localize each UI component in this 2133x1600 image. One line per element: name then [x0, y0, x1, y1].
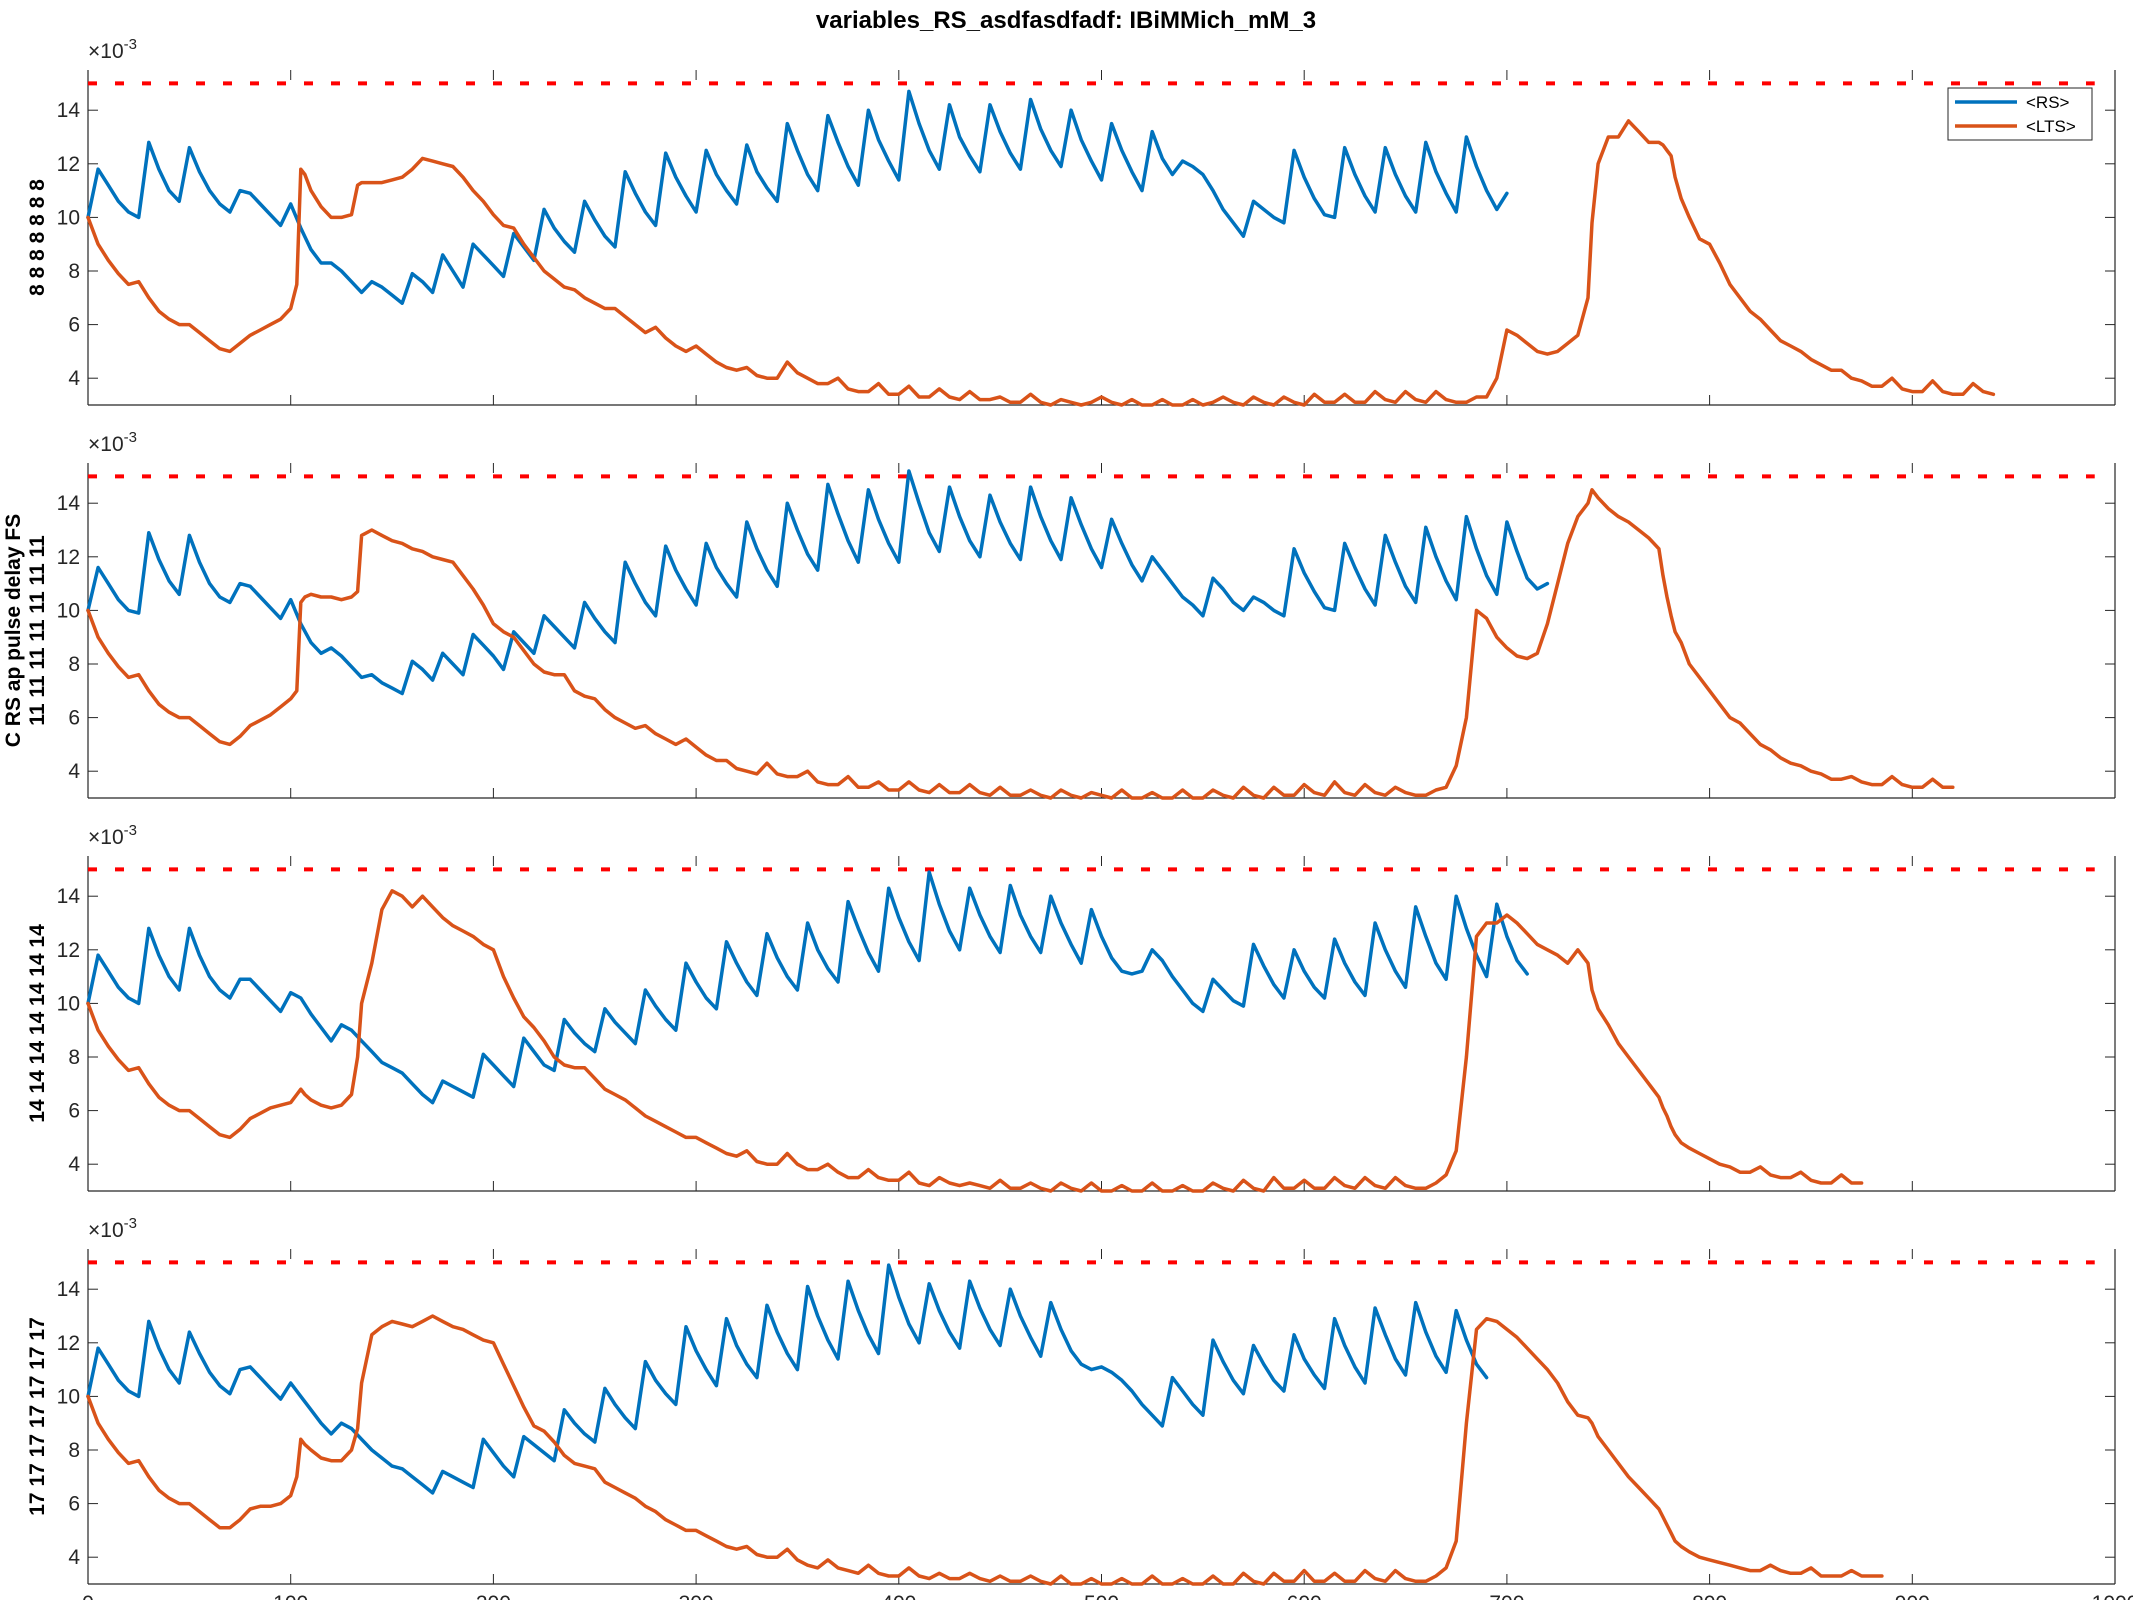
y-exponent-power: -3 — [124, 429, 137, 446]
subplot-group: 4 6 8 10 12 14 ×10-3 8 8 8 8 8 8 8 4 6 8 10 12 14 ×10-… — [2, 36, 2133, 1600]
y-exponent-power: -3 — [124, 822, 137, 839]
y-axis-label: 8 8 8 8 8 8 8 — [26, 179, 49, 296]
x-tick-label: 300 — [679, 1592, 714, 1600]
y-tick-label: 14 — [57, 885, 81, 908]
series-line-lts — [86, 119, 1996, 407]
x-tick-label: 1000 — [2092, 1592, 2133, 1600]
series-line-lts — [86, 488, 1955, 800]
y-tick-label: 12 — [57, 546, 80, 569]
y-tick-label: 10 — [57, 1385, 80, 1408]
plot-area — [88, 70, 2115, 405]
y-tick-label: 4 — [68, 1153, 80, 1176]
x-tick-label: 200 — [476, 1592, 511, 1600]
y-tick-label: 6 — [68, 1100, 80, 1123]
y-tick-label: 8 — [68, 1439, 80, 1462]
series-line-rs — [86, 870, 1529, 1105]
y-exponent-label: ×10-3 — [88, 429, 137, 456]
y-tick-label: 4 — [68, 760, 80, 783]
subplot-3: 4 6 8 10 12 14 ×10-3 14 14 14 14 14 14 14 — [26, 822, 2116, 1193]
legend-label-rs: <RS> — [2026, 93, 2070, 112]
x-tick-label: 500 — [1084, 1592, 1119, 1600]
y-tick-label: 12 — [57, 1332, 80, 1355]
y-axis-label: C RS ap pulse delay FS — [2, 514, 25, 747]
y-tick-label: 8 — [68, 260, 80, 283]
subplot-1: 4 6 8 10 12 14 ×10-3 8 8 8 8 8 8 8 — [26, 36, 2116, 407]
y-tick-label: 6 — [68, 707, 80, 730]
legend-label-lts: <LTS> — [2026, 117, 2076, 136]
y-exponent-label: ×10-3 — [88, 36, 137, 63]
subplot-4: 4 6 8 10 12 14 0 100 200 300 400 500 600 700 800 900 100… — [26, 1215, 2133, 1600]
series-line-lts — [86, 1314, 1884, 1586]
y-tick-label: 10 — [57, 992, 80, 1015]
y-tick-label: 12 — [57, 153, 80, 176]
x-tick-label: 800 — [1692, 1592, 1727, 1600]
y-axis-label: 11 11 11 11 11 11 11 — [26, 535, 49, 726]
y-tick-label: 6 — [68, 1493, 80, 1516]
x-tick-label: 600 — [1287, 1592, 1322, 1600]
y-tick-label: 14 — [57, 99, 81, 122]
series-line-rs — [86, 89, 1509, 305]
x-tick-label: 100 — [273, 1592, 308, 1600]
legend: <RS> <LTS> — [1947, 87, 2093, 141]
y-tick-label: 4 — [68, 367, 80, 390]
y-tick-label: 14 — [57, 492, 81, 515]
figure-title: variables_RS_asdfasdfadf: IBiMMich_mM_3 — [816, 7, 1316, 34]
y-tick-label: 6 — [68, 314, 80, 337]
legend-box — [1947, 87, 2093, 141]
y-exponent-power: -3 — [124, 36, 137, 53]
plot-area — [88, 1249, 2115, 1584]
y-tick-label: 12 — [57, 939, 80, 962]
y-axis-label: 14 14 14 14 14 14 14 — [26, 924, 49, 1123]
subplot-2: 4 6 8 10 12 14 ×10-3 C RS ap pulse delay FS 11 1… — [2, 429, 2116, 800]
y-tick-label: 10 — [57, 599, 80, 622]
y-exponent-label: ×10-3 — [88, 822, 137, 849]
y-tick-label: 4 — [68, 1546, 80, 1569]
series-line-rs — [86, 1263, 1489, 1495]
y-tick-label: 8 — [68, 1046, 80, 1069]
y-tick-label: 10 — [57, 206, 80, 229]
y-tick-label: 14 — [57, 1278, 81, 1301]
series-line-lts — [86, 889, 1864, 1193]
plot-area — [88, 463, 2115, 798]
series-line-rs — [86, 469, 1550, 696]
y-exponent-label: ×10-3 — [88, 1215, 137, 1242]
y-tick-label: 8 — [68, 653, 80, 676]
x-tick-label: 900 — [1895, 1592, 1930, 1600]
x-tick-label: 700 — [1489, 1592, 1524, 1600]
x-tick-label: 400 — [881, 1592, 916, 1600]
y-axis-label: 17 17 17 17 17 17 17 — [26, 1317, 49, 1516]
x-tick-label: 0 — [82, 1592, 94, 1600]
plot-area — [88, 856, 2115, 1191]
y-exponent-power: -3 — [124, 1215, 137, 1232]
